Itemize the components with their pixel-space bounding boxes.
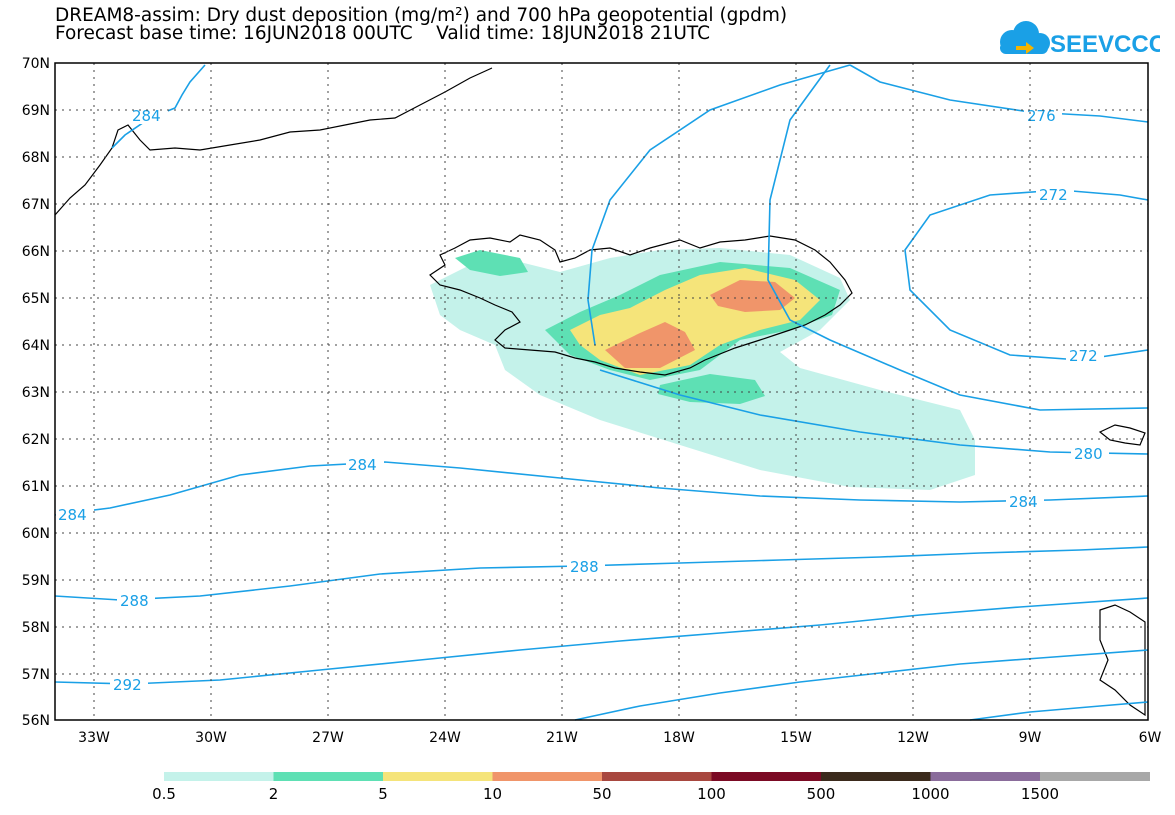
lon-labels: 33W 30W 27W 24W 21W 18W 15W 12W 9W 6W [78, 730, 1161, 746]
legend-label: 50 [592, 785, 611, 803]
contour-292 [54, 597, 1149, 685]
map-subtitle: Forecast base time: 16JUN2018 00UTC Vali… [55, 23, 711, 44]
lat-label: 66N [22, 244, 50, 260]
lon-label: 27W [312, 730, 344, 746]
contour-284-greenland [111, 64, 206, 149]
contour-280-east [599, 369, 1149, 455]
contour-label: 284 [1009, 493, 1038, 511]
legend-swatch [164, 772, 274, 781]
contour-label: 288 [120, 592, 149, 610]
lon-label: 12W [897, 730, 929, 746]
dust-band-2c [455, 250, 528, 276]
lat-label: 62N [22, 432, 50, 448]
lon-label: 30W [195, 730, 227, 746]
legend-label: 1500 [1021, 785, 1059, 803]
lat-label: 70N [22, 56, 50, 72]
legend-swatch [492, 772, 603, 781]
lon-label: 24W [429, 730, 461, 746]
contour-label: 280 [1074, 445, 1103, 463]
map-frame [54, 62, 1149, 721]
lat-label: 57N [22, 667, 50, 683]
logo-text: SEEVCCC [1050, 31, 1160, 58]
gridlines [55, 63, 1148, 720]
legend-label: 1000 [911, 785, 949, 803]
legend-swatch [821, 772, 931, 781]
contour-label: 292 [113, 676, 142, 694]
contour-label: 276 [1027, 107, 1056, 125]
lat-label: 63N [22, 385, 50, 401]
contour-284-main [54, 461, 1149, 516]
lon-label: 6W [1139, 730, 1162, 746]
lat-label: 61N [22, 479, 50, 495]
legend-swatch [1040, 772, 1150, 781]
contour-label: 284 [132, 107, 161, 125]
contour-296 [574, 649, 1149, 721]
dust-band-10b [710, 280, 795, 312]
contour-300 [969, 701, 1149, 721]
scotland-coast [1099, 604, 1146, 717]
contour-labels: 284 276 272 272 284 280 284 284 288 288 … [56, 106, 1109, 694]
color-legend: 0.5 2 5 10 50 100 500 1000 1500 [152, 772, 1150, 803]
geopotential-contours [54, 64, 1149, 721]
iceland-coast [429, 234, 853, 376]
contour-label: 272 [1069, 347, 1098, 365]
seevccc-logo: SEEVCCC [1000, 21, 1160, 58]
legend-label: 5 [378, 785, 388, 803]
lon-label: 9W [1019, 730, 1042, 746]
lat-label: 56N [22, 713, 50, 729]
lat-label: 69N [22, 103, 50, 119]
legend-swatch [930, 772, 1041, 781]
map-title: DREAM8-assim: Dry dust deposition (mg/m²… [55, 5, 788, 26]
lat-label: 60N [22, 526, 50, 542]
lat-label: 67N [22, 197, 50, 213]
legend-label: 10 [483, 785, 502, 803]
legend-swatch [602, 772, 712, 781]
lon-label: 18W [663, 730, 695, 746]
contour-276 [587, 64, 1149, 346]
legend-label: 100 [697, 785, 726, 803]
legend-label: 0.5 [152, 785, 176, 803]
legend-label: 500 [807, 785, 836, 803]
contour-272 [904, 189, 1149, 361]
legend-swatch [383, 772, 493, 781]
legend-label: 2 [269, 785, 279, 803]
lon-label: 33W [78, 730, 110, 746]
arrow-icon [1016, 42, 1034, 54]
greenland-coast [54, 67, 493, 216]
dust-band-0-5 [430, 248, 975, 490]
lon-label: 21W [546, 730, 578, 746]
lat-labels: 70N 69N 68N 67N 66N 65N 64N 63N 62N 61N … [22, 56, 50, 729]
lon-label: 15W [780, 730, 812, 746]
contour-label: 284 [58, 506, 87, 524]
lat-label: 68N [22, 150, 50, 166]
faroe-coast [1098, 424, 1146, 446]
legend-swatch [711, 772, 822, 781]
lat-label: 64N [22, 338, 50, 354]
contour-label: 284 [348, 456, 377, 474]
contour-label: 272 [1039, 186, 1068, 204]
contour-label: 288 [570, 558, 599, 576]
contour-280 [767, 64, 1149, 411]
lat-label: 65N [22, 291, 50, 307]
legend-swatch [273, 772, 384, 781]
dust-fill [430, 248, 975, 490]
lat-label: 59N [22, 573, 50, 589]
lat-label: 58N [22, 620, 50, 636]
